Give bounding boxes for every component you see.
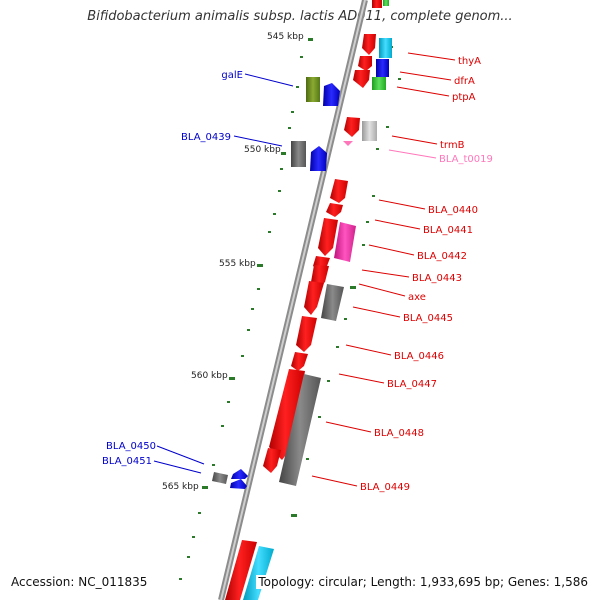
- accession-text: Accession: NC_011835: [9, 575, 150, 589]
- leader-lines: [153, 52, 456, 487]
- feature-galE[interactable]: [306, 77, 340, 106]
- feature-BLA_0440[interactable]: [330, 179, 348, 203]
- label-BLA_t0019[interactable]: BLA_t0019: [439, 154, 493, 165]
- feature-trmB[interactable]: [344, 117, 377, 141]
- feature-BLA_0439[interactable]: [291, 141, 327, 171]
- label-BLA_0449[interactable]: BLA_0449: [360, 482, 410, 493]
- label-BLA_0440[interactable]: BLA_0440: [428, 205, 478, 216]
- scale-label: 545 kbp: [267, 32, 304, 42]
- backbone-inner: [220, 0, 366, 600]
- scale-labels: 545 kbp 550 kbp 555 kbp 560 kbp 565 kbp: [162, 32, 304, 492]
- label-BLA_0442[interactable]: BLA_0442: [417, 251, 467, 262]
- label-axe[interactable]: axe: [408, 292, 426, 303]
- label-ptpA[interactable]: ptpA: [452, 92, 476, 103]
- map-title: Bifidobacterium animalis subsp. lactis A…: [87, 9, 513, 24]
- scale-label: 550 kbp: [244, 145, 281, 155]
- feature-dfrA[interactable]: [358, 56, 389, 77]
- gene-labels: thyA dfrA ptpA galE trmB BLA_t0019 BLA_0…: [102, 56, 493, 493]
- label-dfrA[interactable]: dfrA: [454, 76, 475, 87]
- label-BLA_0448[interactable]: BLA_0448: [374, 428, 424, 439]
- label-BLA_0441[interactable]: BLA_0441: [423, 225, 473, 236]
- feature-ptpA[interactable]: [353, 70, 386, 90]
- label-BLA_0450[interactable]: BLA_0450: [106, 441, 156, 452]
- feature-thyA[interactable]: [362, 34, 392, 58]
- feature-BLA_0449[interactable]: [263, 448, 281, 473]
- feature-BLA_0448[interactable]: [269, 369, 321, 486]
- feature-BLA_0451[interactable]: [230, 479, 247, 489]
- scale-dots: [179, 38, 401, 580]
- label-trmB[interactable]: trmB: [440, 140, 465, 151]
- label-BLA_0443[interactable]: BLA_0443: [412, 273, 462, 284]
- feature-BLA_0440b[interactable]: [326, 203, 343, 217]
- feature-BLA_0441[interactable]: [318, 218, 338, 256]
- scale-label: 565 kbp: [162, 482, 199, 492]
- label-galE[interactable]: galE: [221, 70, 243, 81]
- scale-label: 555 kbp: [219, 259, 256, 269]
- feature-BLA_0447[interactable]: [291, 352, 308, 371]
- scale-label: 560 kbp: [191, 371, 228, 381]
- label-BLA_0439[interactable]: BLA_0439: [181, 132, 231, 143]
- feature-top-partial[interactable]: [372, 0, 389, 8]
- label-BLA_0447[interactable]: BLA_0447: [387, 379, 437, 390]
- feature-BLA_0445[interactable]: [304, 281, 324, 315]
- label-thyA[interactable]: thyA: [458, 56, 481, 67]
- label-BLA_0446[interactable]: BLA_0446: [394, 351, 444, 362]
- genome-info-text: Topology: circular; Length: 1,933,695 bp…: [256, 575, 590, 589]
- feature-bottom-partial[interactable]: [225, 540, 274, 600]
- feature-BLA_t0019[interactable]: [343, 141, 353, 146]
- label-BLA_0445[interactable]: BLA_0445: [403, 313, 453, 324]
- label-BLA_0451[interactable]: BLA_0451: [102, 456, 152, 467]
- feature-BLA_0450[interactable]: [212, 469, 248, 484]
- feature-BLA_0442[interactable]: [334, 222, 356, 262]
- feature-BLA_0446[interactable]: [296, 316, 317, 352]
